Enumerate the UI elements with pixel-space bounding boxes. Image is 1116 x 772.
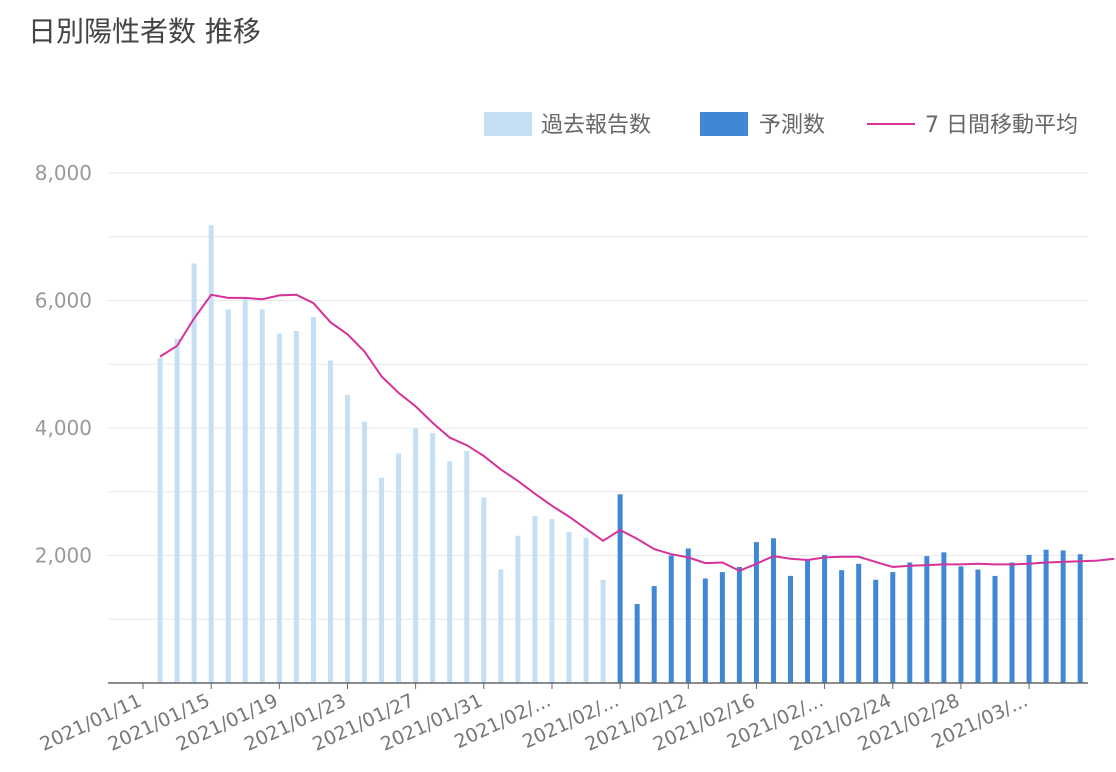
bar-past <box>413 428 419 683</box>
bar-past <box>396 453 402 683</box>
bar-forecast <box>958 566 964 683</box>
bar-past <box>208 225 214 683</box>
bar-forecast <box>1009 562 1015 683</box>
bar-forecast <box>1043 549 1049 683</box>
bar-forecast <box>805 559 811 683</box>
bar-past <box>464 450 470 683</box>
bar-past <box>310 317 316 683</box>
bar-forecast <box>856 563 862 683</box>
bar-past <box>379 477 385 683</box>
legend-label-forecast: 予測数 <box>759 113 825 138</box>
bar-forecast <box>770 538 776 683</box>
bar-forecast <box>736 566 742 683</box>
legend-swatch-forecast <box>700 112 748 136</box>
bar-forecast <box>634 603 640 683</box>
bar-forecast <box>702 578 708 683</box>
bar-past <box>327 360 333 683</box>
bar-forecast <box>668 555 674 683</box>
bar-past <box>583 537 589 683</box>
bar-forecast <box>788 575 794 683</box>
moving-average-line <box>159 293 1115 572</box>
bar-past <box>362 421 368 683</box>
bar-past <box>532 515 538 683</box>
bar-past <box>600 579 606 683</box>
bar-past <box>174 338 180 683</box>
bar-forecast <box>941 552 947 683</box>
bar-forecast <box>617 494 623 683</box>
bar-forecast <box>873 579 879 683</box>
bar-past <box>344 394 350 683</box>
bar-past <box>498 569 504 683</box>
page-title: 日別陽性者数 推移 <box>28 15 261 48</box>
bar-forecast <box>719 572 725 683</box>
bar-past <box>293 331 299 683</box>
bar-past <box>430 433 436 683</box>
legend-label-average: 7 日間移動平均 <box>925 113 1078 138</box>
bar-forecast <box>924 556 930 683</box>
bar-forecast <box>685 548 691 683</box>
bar-past <box>549 519 555 683</box>
bar-past <box>481 497 487 683</box>
bar-forecast <box>907 562 913 683</box>
legend-swatch-past <box>484 112 532 136</box>
bar-past <box>191 263 197 683</box>
bar-forecast <box>753 542 759 683</box>
y-tick-label: 6,000 <box>35 289 92 313</box>
bar-forecast <box>1077 554 1083 683</box>
bar-past <box>242 297 248 683</box>
y-tick-label: 8,000 <box>35 161 92 185</box>
bar-past <box>447 461 453 683</box>
bar-past <box>259 309 265 683</box>
bar-forecast <box>1026 554 1032 683</box>
bar-forecast <box>890 572 896 683</box>
bar-forecast <box>992 575 998 683</box>
bar-forecast <box>839 570 845 683</box>
bar-past <box>566 531 572 683</box>
legend-label-past: 過去報告数 <box>541 113 651 138</box>
y-tick-label: 2,000 <box>35 544 92 568</box>
bar-past <box>225 309 231 683</box>
bar-past <box>515 535 521 683</box>
bar-forecast <box>651 586 657 683</box>
bar-forecast <box>975 569 981 683</box>
bar-forecast <box>822 554 828 683</box>
bar-past <box>276 333 282 683</box>
bar-forecast <box>1060 550 1066 683</box>
y-tick-label: 4,000 <box>35 416 92 440</box>
bar-past <box>157 357 163 683</box>
